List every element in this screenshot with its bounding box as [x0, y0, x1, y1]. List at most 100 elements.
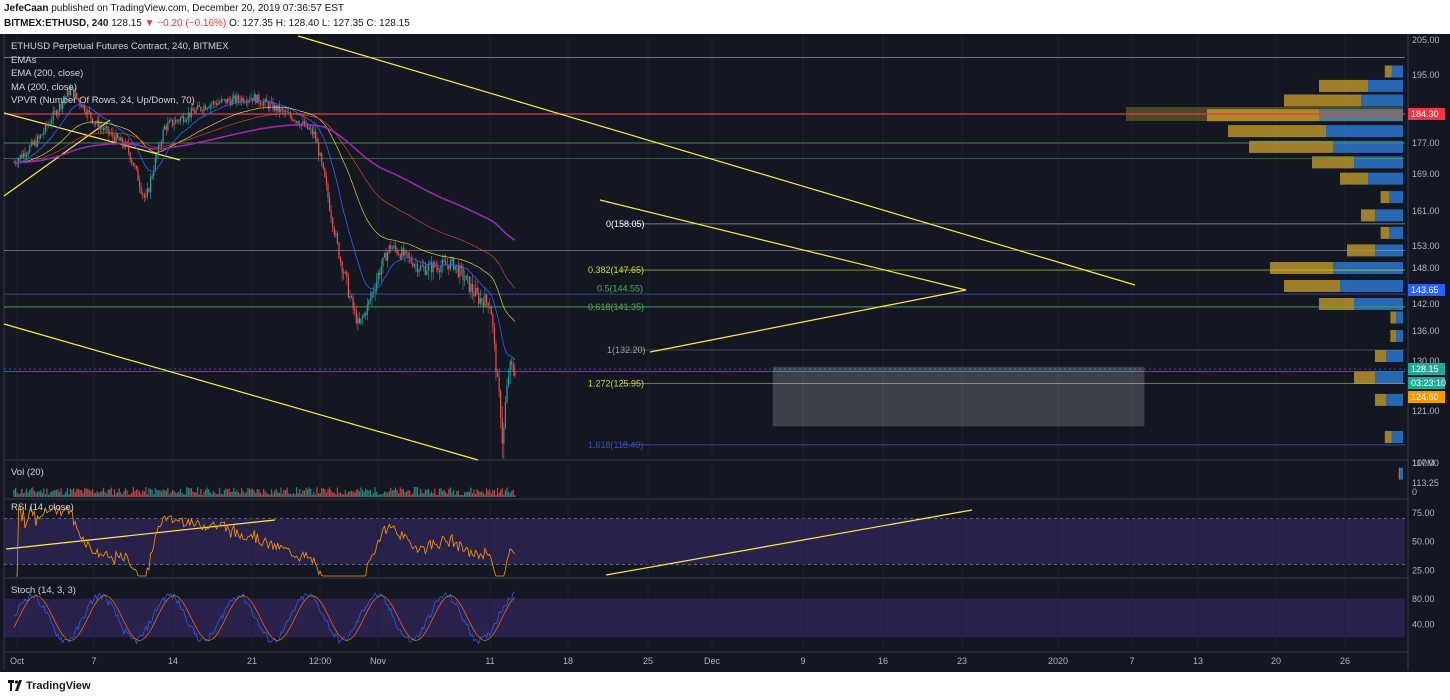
volume-bar: [363, 491, 365, 497]
volume-bar: [35, 492, 37, 497]
volume-bar: [264, 491, 266, 497]
price-tick-label: 161.00: [1412, 206, 1440, 216]
volume-bar: [151, 489, 153, 497]
author-name[interactable]: JefeCaan: [4, 3, 49, 14]
volume-bar: [256, 489, 258, 497]
volume-legend[interactable]: Vol (20): [11, 467, 44, 478]
vpvr-up-bar: [1375, 209, 1403, 222]
volume-bar: [280, 487, 282, 497]
legend-vpvr[interactable]: VPVR (Number Of Rows, 24, Up/Down, 70): [11, 95, 195, 106]
volume-bar: [272, 493, 274, 497]
candle-body: [479, 298, 481, 304]
candle-body: [192, 107, 194, 112]
stoch-legend[interactable]: Stoch (14, 3, 3): [11, 585, 76, 596]
volume-bar: [259, 492, 262, 497]
volume-bar: [30, 488, 32, 497]
volume-bar: [98, 493, 100, 497]
symbol-name: BITMEX:ETHUSD, 240: [4, 18, 109, 29]
candle-body: [332, 218, 334, 228]
volume-bar: [164, 490, 166, 497]
time-tick-label: 18: [563, 656, 573, 666]
volume-bar: [338, 493, 340, 497]
volume-bar: [24, 492, 26, 497]
candle-body: [173, 123, 175, 126]
vpvr-down-bar: [1375, 350, 1387, 362]
candle-body: [263, 101, 265, 106]
legend-ema200[interactable]: EMA (200, close): [11, 68, 84, 79]
volume-bar: [234, 491, 236, 497]
candle-body: [259, 102, 262, 105]
candle-body: [503, 427, 505, 444]
candle-body: [139, 180, 141, 187]
candle-body: [60, 103, 62, 109]
candle-body: [476, 288, 478, 294]
candle-body: [432, 262, 434, 273]
volume-bar: [429, 493, 431, 497]
legend-emas[interactable]: EMAs: [11, 54, 37, 66]
price-tick-label: 153.00: [1412, 241, 1440, 251]
trendline-5: [3, 323, 479, 461]
volume-bar: [170, 492, 172, 497]
volume-bar: [117, 492, 119, 497]
volume-bar: [355, 489, 357, 497]
candle-body: [190, 107, 193, 117]
vpvr-up-bar: [1368, 172, 1403, 185]
candle-body: [43, 132, 45, 135]
volume-bar: [463, 492, 466, 497]
volume-bar: [409, 490, 411, 497]
volume-bar: [514, 494, 516, 497]
price-badge-label: 128.15: [1411, 364, 1439, 374]
candle-body: [485, 295, 488, 303]
volume-bar: [390, 487, 392, 497]
volume-bar: [442, 490, 444, 497]
volume-bar: [248, 488, 251, 497]
candle-body: [76, 92, 78, 98]
candle-body: [443, 260, 445, 262]
price-tick-label: 177.00: [1412, 138, 1440, 148]
volume-bar: [302, 490, 304, 497]
legend-ma200[interactable]: MA (200, close): [11, 81, 77, 93]
candle-body: [484, 295, 486, 308]
candle-body: [347, 276, 350, 298]
candle-body: [490, 306, 492, 315]
ema-200-line: [14, 124, 516, 241]
volume-tick-label: 0: [1412, 487, 1417, 497]
vpvr-up-bar: [1319, 109, 1403, 122]
candle-body: [219, 102, 221, 104]
volume-bar: [135, 489, 138, 497]
volume-bar: [336, 487, 339, 497]
candle-body: [145, 196, 147, 198]
volume-bar: [294, 494, 296, 497]
vpvr-down-bar: [1380, 191, 1389, 204]
candle-body: [93, 123, 95, 124]
volume-bar: [476, 489, 478, 497]
candle-body: [302, 121, 304, 124]
candle-body: [95, 123, 97, 124]
volume-bar: [266, 492, 268, 497]
volume-bar: [377, 494, 379, 497]
price-badge-label: 143.65: [1411, 285, 1439, 295]
candle-body: [496, 372, 499, 377]
candle-body: [123, 144, 125, 148]
volume-bar: [311, 494, 313, 497]
volume-bar: [101, 490, 103, 497]
main-legend-symbol[interactable]: ETHUSD Perpetual Futures Contract, 240, …: [11, 41, 229, 52]
candle-body: [182, 115, 185, 122]
volume-bar: [424, 489, 426, 497]
candle-body: [420, 265, 422, 270]
volume-bar: [43, 488, 45, 497]
tradingview-brand[interactable]: TradingView: [26, 680, 91, 692]
volume-bar: [398, 493, 400, 497]
time-tick-label: 21: [247, 656, 257, 666]
volume-bar: [115, 493, 117, 497]
candle-body: [418, 269, 420, 272]
candle-body: [239, 99, 241, 103]
volume-bar: [404, 492, 406, 497]
candle-body: [368, 300, 370, 305]
candle-body: [280, 108, 282, 113]
rsi-legend[interactable]: RSI (14, close): [11, 502, 74, 513]
volume-bar: [366, 490, 368, 497]
candle-body: [341, 261, 343, 273]
